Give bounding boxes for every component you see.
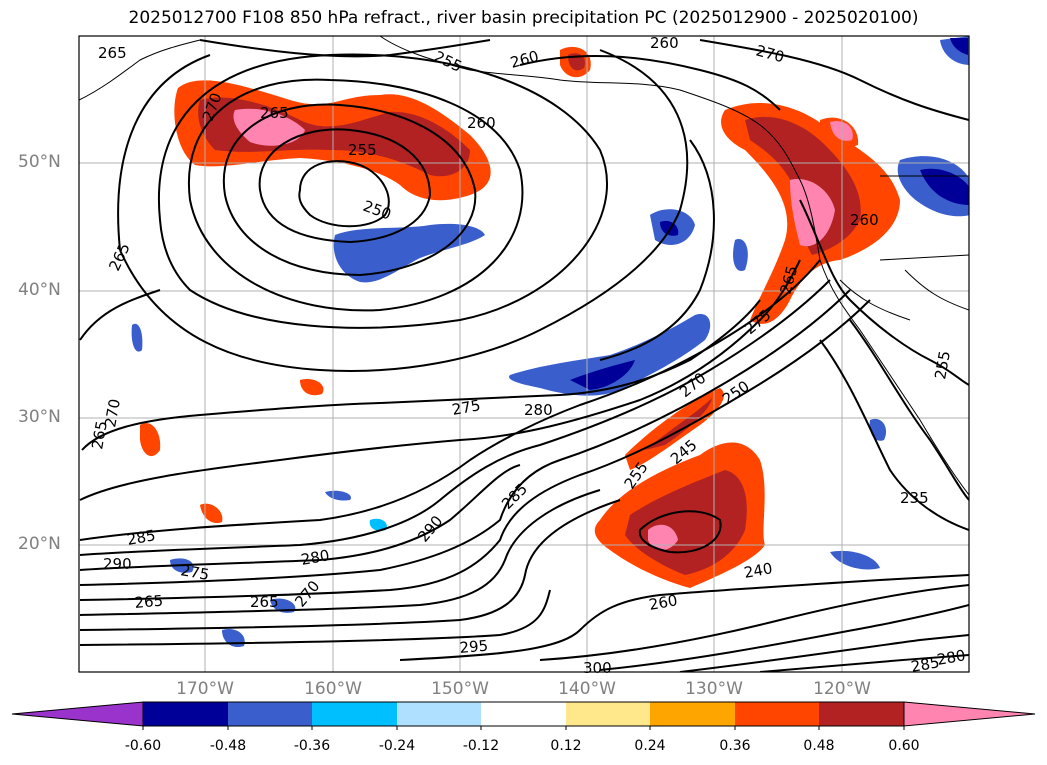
lon-label-170w: 170°W [176, 679, 234, 699]
negative-anomaly-region [333, 223, 485, 283]
contour-label: 255 [931, 349, 954, 380]
contour-label: 285 [126, 526, 157, 549]
colorbar-segment [735, 702, 819, 726]
colorbar-min-extension [11, 701, 144, 727]
contour-label: 270 [101, 397, 124, 428]
colorbar-segment [143, 702, 228, 726]
lon-label-160w: 160°W [304, 679, 362, 699]
lon-label-150w: 150°W [431, 679, 489, 699]
lat-label-20n: 20°N [18, 534, 61, 554]
contour-label: 260 [650, 34, 679, 52]
colorbar-segment [650, 702, 735, 726]
contour-label: 260 [467, 114, 496, 132]
contour-label: 260 [850, 211, 879, 229]
colorbar-tick-label: 0.12 [550, 738, 582, 754]
colorbar-segment [566, 702, 650, 726]
contour-label: 240 [743, 559, 774, 582]
contour-label: 255 [348, 141, 377, 159]
colorbar-tick-label: 0.36 [719, 738, 751, 754]
colorbar-segment [397, 702, 481, 726]
map-frame [78, 35, 970, 673]
refractivity-contours [79, 39, 969, 672]
colorbar-tick-label: 0.24 [634, 738, 666, 754]
lon-label-130w: 130°W [685, 679, 743, 699]
colorbar-tick-label: 0.60 [888, 738, 920, 754]
contour-label: 280 [936, 646, 967, 669]
colorbar-segment [228, 702, 312, 726]
lat-label-40n: 40°N [18, 280, 61, 300]
colorbar-tick-label: -0.12 [462, 738, 500, 754]
coastlines [79, 36, 969, 496]
contour-label: 275 [179, 561, 210, 584]
contour-label: 260 [648, 591, 679, 614]
contour-label: 290 [103, 555, 132, 573]
contour-label: 285 [910, 653, 941, 676]
colorbar-tick-label: -0.36 [293, 738, 331, 754]
contour-label: 265 [250, 593, 279, 611]
contour-label: 300 [583, 659, 612, 677]
contour-label: 265 [88, 419, 111, 450]
lon-label-140w: 140°W [558, 679, 616, 699]
contour-label: 275 [451, 396, 482, 419]
colorbar-segment [312, 702, 397, 726]
colorbar-segment [481, 702, 566, 726]
contour-label: 265 [134, 592, 164, 612]
lat-label-50n: 50°N [18, 152, 61, 172]
colorbar-max-extension [903, 701, 1036, 727]
map-plot-area [79, 36, 969, 672]
lon-label-120w: 120°W [813, 679, 871, 699]
lat-label-30n: 30°N [18, 407, 61, 427]
contour-label: 265 [260, 104, 289, 122]
colorbar-segment [819, 702, 904, 726]
contour-label: 280 [300, 546, 331, 569]
map-title: 2025012700 F108 850 hPa refract., river … [128, 8, 919, 28]
contour-label: 265 [98, 44, 127, 62]
contour-label: 235 [900, 489, 929, 507]
colorbar-tick-label: 0.48 [803, 738, 835, 754]
colorbar [11, 701, 1036, 730]
contour-label: 295 [459, 637, 489, 657]
graticule [79, 36, 969, 672]
colorbar-tick-label: -0.48 [209, 738, 247, 754]
colorbar-tick-label: -0.24 [378, 738, 416, 754]
colorbar-tick-label: -0.60 [124, 738, 162, 754]
contour-label: 280 [524, 401, 553, 419]
